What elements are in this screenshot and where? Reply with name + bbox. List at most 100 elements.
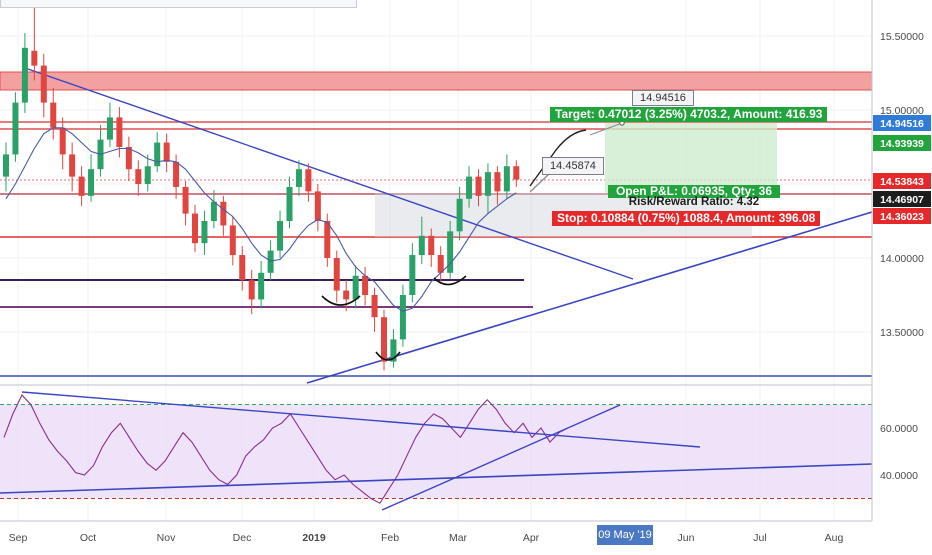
pattern-arc — [321, 295, 361, 306]
x-tick-label: Apr — [523, 532, 540, 544]
candle-body — [258, 272, 265, 300]
target-zone — [605, 123, 777, 193]
candle-body — [513, 166, 520, 180]
candle-body — [239, 255, 246, 281]
candle-body — [21, 47, 28, 103]
candle-body — [116, 117, 123, 147]
risk-reward-label[interactable]: Risk/Reward Ratio: 4.32 — [628, 196, 760, 208]
candle-body — [428, 235, 435, 256]
candle-body — [229, 225, 236, 256]
resistance-zone — [0, 71, 873, 91]
callout-price-target[interactable]: 14.94516 — [632, 90, 694, 106]
price-tag-text: 14.93939 — [880, 138, 924, 150]
target-label[interactable]: Target: 0.47012 (3.25%) 4703.2, Amount: … — [550, 107, 828, 122]
top-panel-stub — [0, 0, 357, 8]
candle-body — [352, 275, 359, 300]
x-tick-label: Sep — [9, 532, 28, 544]
candle-body — [201, 221, 208, 244]
candle-body — [286, 186, 293, 221]
price-tag-target — [873, 115, 931, 131]
candle-body — [390, 339, 397, 362]
x-tick-label: Mar — [449, 532, 468, 544]
candle-body — [362, 275, 369, 295]
candle-body — [494, 172, 501, 192]
x-tick-label: Oct — [80, 532, 96, 544]
candle-body — [88, 169, 95, 196]
candle-body — [154, 142, 161, 167]
candle-body — [295, 169, 302, 187]
candle-body — [248, 280, 255, 300]
candle-body — [144, 166, 151, 184]
candle-body — [78, 176, 85, 196]
candle-body — [399, 295, 406, 340]
candle-body — [182, 186, 189, 214]
candle-body — [267, 250, 274, 273]
candle-body — [220, 201, 227, 226]
y-tick-label: 15.50000 — [880, 31, 924, 43]
candle-body — [484, 172, 491, 196]
y-tick-label: 14.00000 — [880, 253, 924, 265]
candle-body — [456, 198, 463, 232]
candle-body — [466, 176, 473, 199]
candle-body — [69, 154, 76, 177]
callout-price-current[interactable]: 14.45874 — [542, 157, 604, 175]
moving-average-line — [5, 127, 517, 312]
trendline-ascending — [306, 211, 873, 384]
candle-body — [314, 191, 321, 221]
x-tick-label: 2019 — [302, 532, 326, 544]
forecast-arrow — [529, 172, 551, 193]
candle-body — [305, 169, 312, 192]
candle-body — [173, 161, 180, 187]
candle-body — [343, 290, 350, 300]
y-tick-label: 15.00000 — [880, 105, 924, 117]
open-pnl-label[interactable]: Open P&L: 0.06935, Qty: 36 — [608, 185, 780, 198]
rsi-band — [0, 404, 872, 499]
x-tick-label: Nov — [157, 532, 176, 544]
trendline-descending — [24, 67, 634, 280]
price-tag-text: 14.36023 — [880, 211, 924, 223]
candle-body — [475, 176, 482, 196]
candle-body — [437, 255, 444, 273]
candle-body — [381, 317, 387, 362]
candle-body — [12, 102, 19, 155]
candle-body — [106, 117, 113, 140]
candle-body — [418, 235, 425, 256]
x-tick-label: Aug — [825, 532, 844, 544]
price-tag-stop — [873, 208, 931, 224]
price-tag-a — [873, 135, 931, 151]
candle-body — [333, 258, 340, 291]
x-tick-label: Jul — [753, 532, 766, 544]
x-tick-label: Dec — [233, 532, 252, 544]
candle-body — [409, 255, 416, 295]
candle-body — [125, 147, 132, 170]
y-tick-label: 13.50000 — [880, 327, 924, 339]
candle-body — [503, 166, 510, 192]
price-tag-last — [873, 173, 931, 189]
rsi-tick-label: 40.0000 — [880, 470, 918, 482]
consolidation-zone — [375, 193, 530, 237]
price-tag-text: 14.94516 — [880, 118, 924, 130]
candle-body — [447, 231, 454, 273]
candle-body — [371, 295, 378, 318]
candle-body — [210, 201, 217, 221]
forecast-arrow — [589, 122, 623, 136]
candle-body — [163, 142, 170, 162]
rsi-tick-label: 60.0000 — [880, 423, 918, 435]
stop-label[interactable]: Stop: 0.10884 (0.75%) 1088.4, Amount: 39… — [552, 211, 821, 226]
candle-body — [135, 169, 142, 184]
forecast-arrow — [529, 129, 587, 187]
rsi-trendline — [0, 463, 873, 494]
rsi-trendline — [21, 391, 701, 448]
candle-body — [59, 127, 66, 155]
candle-body — [324, 221, 331, 258]
x-tick-label: Feb — [381, 532, 399, 544]
candle-body — [3, 154, 9, 177]
crosshair-date-label: 09 May '19 — [597, 525, 653, 545]
candle-body — [50, 102, 57, 128]
candle-body — [277, 221, 284, 251]
candle-body — [192, 213, 198, 244]
candle-body — [40, 65, 47, 103]
price-tag-text: 14.53843 — [880, 176, 924, 188]
pattern-arc — [433, 275, 467, 286]
